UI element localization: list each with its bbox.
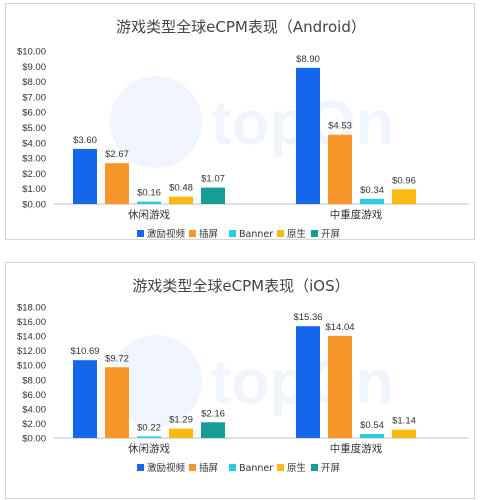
data-label: $9.72: [105, 353, 129, 364]
legend-swatch: [311, 464, 318, 471]
y-tick-label: $9.00: [22, 62, 46, 73]
legend-label: 插屏: [199, 462, 218, 474]
y-tick-label: $8.00: [22, 77, 46, 88]
legend-label: Banner: [239, 463, 273, 474]
legend-swatch: [277, 464, 284, 471]
y-tick-label: $4.00: [22, 404, 46, 415]
bar-原生: [392, 429, 416, 438]
legend-swatch: [229, 230, 236, 237]
chart-title: 游戏类型全球eCPM表现（iOS）: [132, 277, 349, 295]
bar-插屏: [328, 335, 352, 438]
legend-swatch: [311, 230, 318, 237]
legend-swatch: [137, 230, 144, 237]
data-label: $15.36: [293, 312, 322, 323]
data-label: $1.14: [392, 416, 416, 427]
y-tick-label: $10.00: [17, 47, 46, 58]
legend-item: 原生: [277, 228, 307, 240]
data-label: $0.16: [137, 188, 161, 199]
bar-插屏: [328, 134, 352, 204]
legend-item: 开屏: [311, 229, 340, 240]
legend-label: 开屏: [321, 229, 340, 240]
legend-swatch: [229, 464, 236, 471]
legend-swatch: [277, 230, 284, 237]
legend-swatch: [137, 464, 144, 471]
legend-label: 原生: [287, 228, 307, 240]
bar-激励视频: [296, 67, 320, 204]
bar-Banner: [360, 434, 384, 438]
data-label: $0.54: [360, 420, 384, 431]
x-category-label: 休闲游戏: [128, 208, 170, 221]
data-label: $3.60: [73, 135, 97, 146]
legend-label: Banner: [239, 229, 273, 240]
y-tick-label: $1.00: [22, 184, 46, 195]
y-tick-label: $6.00: [22, 390, 46, 401]
bar-激励视频: [296, 326, 320, 438]
x-category-label: 休闲游戏: [128, 442, 170, 455]
legend-item: 激励视频: [137, 462, 186, 474]
y-tick-label: $5.00: [22, 123, 46, 134]
bar-原生: [392, 189, 416, 204]
data-label: $0.22: [137, 422, 161, 433]
y-tick-label: $6.00: [22, 108, 46, 119]
legend-label: 激励视频: [147, 462, 186, 474]
data-label: $0.96: [392, 175, 416, 186]
y-tick-label: $0.00: [22, 200, 46, 211]
y-tick-label: $14.00: [17, 332, 46, 343]
data-label: $10.69: [70, 346, 99, 357]
y-tick-label: $16.00: [17, 317, 46, 328]
legend-item: 原生: [277, 462, 307, 474]
y-tick-label: $10.00: [17, 361, 46, 372]
ios-ecpm-chart: topOn游戏类型全球eCPM表现（iOS）$0.00$2.00$4.00$6.…: [17, 277, 468, 474]
legend-label: 开屏: [321, 463, 340, 474]
bar-插屏: [105, 163, 129, 204]
legend-label: 原生: [287, 462, 307, 474]
legend-item: 开屏: [311, 463, 340, 474]
legend-item: 激励视频: [137, 228, 186, 240]
bar-插屏: [105, 367, 129, 438]
data-label: $0.48: [169, 183, 193, 194]
x-category-label: 中重度游戏: [330, 208, 383, 221]
data-label: $0.34: [360, 185, 384, 196]
data-label: $2.67: [105, 149, 129, 160]
bar-原生: [169, 428, 193, 438]
bar-激励视频: [73, 360, 97, 438]
bar-Banner: [137, 436, 161, 438]
y-tick-label: $8.00: [22, 375, 46, 386]
bar-Banner: [137, 201, 161, 204]
data-label: $2.16: [201, 408, 225, 419]
data-label: $14.04: [325, 322, 354, 333]
legend-label: 激励视频: [147, 228, 186, 240]
legend-item: 插屏: [189, 462, 218, 474]
x-category-label: 中重度游戏: [330, 442, 383, 455]
legend-swatch: [189, 464, 196, 471]
y-tick-label: $0.00: [22, 434, 46, 445]
bar-开屏: [201, 422, 225, 438]
y-tick-label: $3.00: [22, 154, 46, 165]
bar-Banner: [360, 198, 384, 204]
bar-开屏: [201, 187, 225, 204]
bar-原生: [169, 196, 193, 204]
android-chart-panel: topOn游戏类型全球eCPM表现（Android）$0.00$1.00$2.0…: [5, 3, 475, 240]
legend-item: Banner: [229, 229, 273, 240]
y-tick-label: $2.00: [22, 169, 46, 180]
legend-item: Banner: [229, 463, 273, 474]
legend-item: 插屏: [189, 228, 218, 240]
ios-chart-panel: topOn游戏类型全球eCPM表现（iOS）$0.00$2.00$4.00$6.…: [5, 262, 475, 499]
chart-title: 游戏类型全球eCPM表现（Android）: [116, 18, 366, 36]
data-label: $8.90: [296, 54, 320, 65]
android-ecpm-chart: topOn游戏类型全球eCPM表现（Android）$0.00$1.00$2.0…: [17, 18, 468, 240]
bar-激励视频: [73, 148, 97, 204]
data-label: $4.53: [328, 121, 352, 132]
legend-label: 插屏: [199, 228, 218, 240]
y-tick-label: $18.00: [17, 303, 46, 314]
data-label: $1.29: [169, 415, 193, 426]
legend-swatch: [189, 230, 196, 237]
y-tick-label: $12.00: [17, 346, 46, 357]
y-tick-label: $4.00: [22, 138, 46, 149]
data-label: $1.07: [201, 174, 225, 185]
y-tick-label: $2.00: [22, 419, 46, 430]
y-tick-label: $7.00: [22, 92, 46, 103]
